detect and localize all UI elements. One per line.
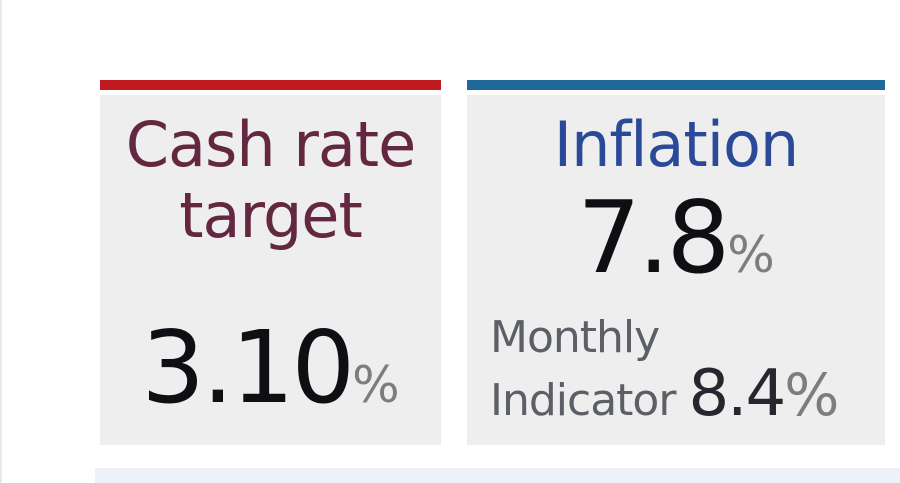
inflation-card[interactable]: Inflation 7.8% Monthly Indicator 8.4% (467, 80, 885, 445)
inflation-accent-bar (467, 80, 885, 90)
cash-rate-value-unit: % (352, 356, 400, 414)
cash-rate-card[interactable]: Cash rate target 3.10% (100, 80, 441, 445)
inflation-value: 7.8% (577, 188, 775, 288)
cash-rate-value: 3.10% (141, 318, 400, 418)
left-edge-divider (0, 0, 2, 483)
monthly-indicator-word1: Monthly (490, 311, 660, 363)
monthly-indicator-value: 8.4 (688, 357, 786, 432)
inflation-title: Inflation (553, 108, 799, 181)
monthly-indicator-word2: Indicator (490, 375, 676, 427)
cash-rate-card-body: Cash rate target 3.10% (100, 95, 441, 445)
cash-rate-title: Cash rate target (125, 108, 417, 253)
inflation-value-number: 7.8 (577, 179, 730, 297)
cash-rate-value-number: 3.10 (141, 309, 355, 426)
inflation-card-body: Inflation 7.8% Monthly Indicator 8.4% (467, 95, 885, 445)
inflation-value-unit: % (727, 226, 775, 285)
next-section-preview (95, 468, 900, 483)
monthly-indicator-unit: % (784, 361, 840, 430)
cash-rate-accent-bar (100, 80, 441, 90)
monthly-indicator: Monthly Indicator 8.4% (467, 311, 885, 445)
